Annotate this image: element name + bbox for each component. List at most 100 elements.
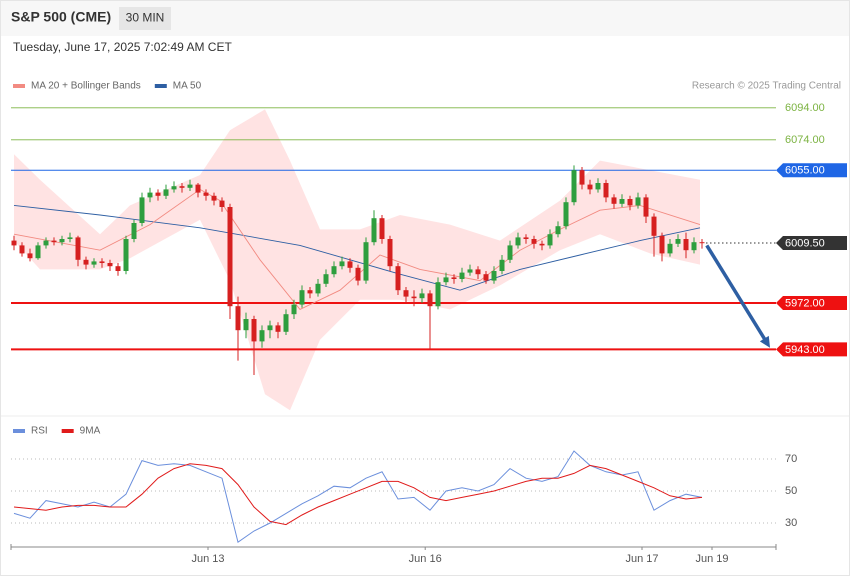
candle-body (203, 192, 209, 196)
candle-body (355, 267, 361, 281)
candle-body (491, 271, 497, 281)
candle-body (299, 290, 305, 305)
candle-body (35, 245, 41, 259)
candle-body (243, 319, 249, 331)
interval-badge (119, 7, 171, 30)
candle-body (403, 290, 409, 297)
candle-body (27, 253, 33, 259)
rsi-line (13, 450, 703, 544)
level-tag (776, 163, 847, 178)
forecast-arrowhead (759, 335, 770, 348)
candle-body (427, 293, 433, 307)
candle-body (251, 319, 257, 342)
candle-body (235, 306, 241, 331)
level-tag (776, 342, 847, 357)
candle-body (699, 242, 705, 244)
candle-body (459, 272, 465, 279)
candle-body (419, 293, 425, 299)
level-label: 5943.00 (785, 344, 825, 356)
candle-body (475, 269, 481, 275)
candle-body (467, 269, 473, 273)
y-tick-label: 50 (785, 485, 797, 497)
instrument-title: S&P 500 (CME) (11, 9, 111, 25)
candle-body (683, 239, 689, 251)
candle-body (571, 170, 577, 203)
candle-body (91, 261, 97, 265)
candle-body (99, 261, 105, 263)
candle-body (219, 200, 225, 207)
level-label: 5972.00 (785, 297, 825, 309)
legend-swatch (13, 84, 25, 88)
timestamp: Tuesday, June 17, 2025 7:02:49 AM CET (13, 40, 232, 54)
x-tick-label: Jun 13 (191, 553, 224, 565)
level-tag (776, 296, 847, 310)
candle-body (75, 237, 81, 260)
y-tick-label: 30 (785, 517, 797, 529)
forecast-arrow (705, 244, 769, 344)
candle-body (155, 192, 161, 196)
level-tag (776, 236, 847, 250)
candle-body (691, 242, 697, 251)
candle-body (563, 202, 569, 227)
level-label: 6074.00 (785, 134, 825, 146)
candle-body (643, 197, 649, 217)
candle-body (611, 197, 617, 204)
candle-body (499, 259, 505, 271)
x-tick-label: Jun 19 (695, 553, 728, 565)
candle-body (411, 296, 417, 299)
x-tick-label: Jun 16 (409, 553, 442, 565)
candle-body (539, 243, 545, 246)
candle-body (211, 195, 217, 201)
candle-body (603, 183, 609, 198)
candle-body (379, 218, 385, 239)
level-label: 6094.00 (785, 102, 825, 114)
candle-body (59, 239, 65, 243)
candle-body (387, 239, 393, 267)
candle-body (11, 240, 17, 246)
candle-body (555, 226, 561, 235)
candle-body (483, 274, 489, 281)
candle-body (123, 239, 129, 271)
candle-body (627, 199, 633, 206)
candle-body (435, 282, 441, 307)
candle-body (395, 266, 401, 291)
candle-body (667, 243, 673, 254)
candle-body (267, 325, 273, 331)
candle-body (227, 207, 233, 307)
legend-swatch (13, 429, 25, 433)
y-tick-label: 70 (785, 453, 797, 465)
candle-body (515, 237, 521, 246)
candle-body (275, 325, 281, 332)
candle-body (331, 266, 337, 275)
x-tick-label: Jun 17 (625, 553, 658, 565)
candle-body (307, 290, 313, 294)
bollinger-band (14, 109, 700, 411)
candle-body (195, 184, 201, 193)
candle-body (171, 186, 177, 190)
legend-label: MA 50 (173, 81, 202, 92)
candle-body (531, 239, 537, 244)
candle-body (595, 183, 601, 190)
candle-body (443, 277, 449, 283)
legend-swatch (61, 429, 74, 433)
candle-body (675, 239, 681, 244)
candle-body (315, 283, 321, 294)
candle-body (587, 184, 593, 190)
candle-body (635, 197, 641, 206)
candle-body (83, 259, 89, 265)
candle-body (523, 237, 529, 239)
legend-label: RSI (31, 426, 48, 437)
candle-body (67, 237, 73, 239)
candle-body (187, 184, 193, 188)
level-label: 6009.50 (785, 237, 825, 249)
candle-body (163, 189, 169, 196)
candle-body (131, 223, 137, 239)
candle-body (347, 261, 353, 268)
legend-swatch (154, 84, 167, 88)
interval-label: 30 MIN (126, 11, 165, 25)
candle-body (107, 263, 113, 267)
legend-label: MA 20 + Bollinger Bands (31, 81, 141, 92)
legend-label: 9MA (80, 426, 101, 437)
candle-body (179, 186, 185, 188)
